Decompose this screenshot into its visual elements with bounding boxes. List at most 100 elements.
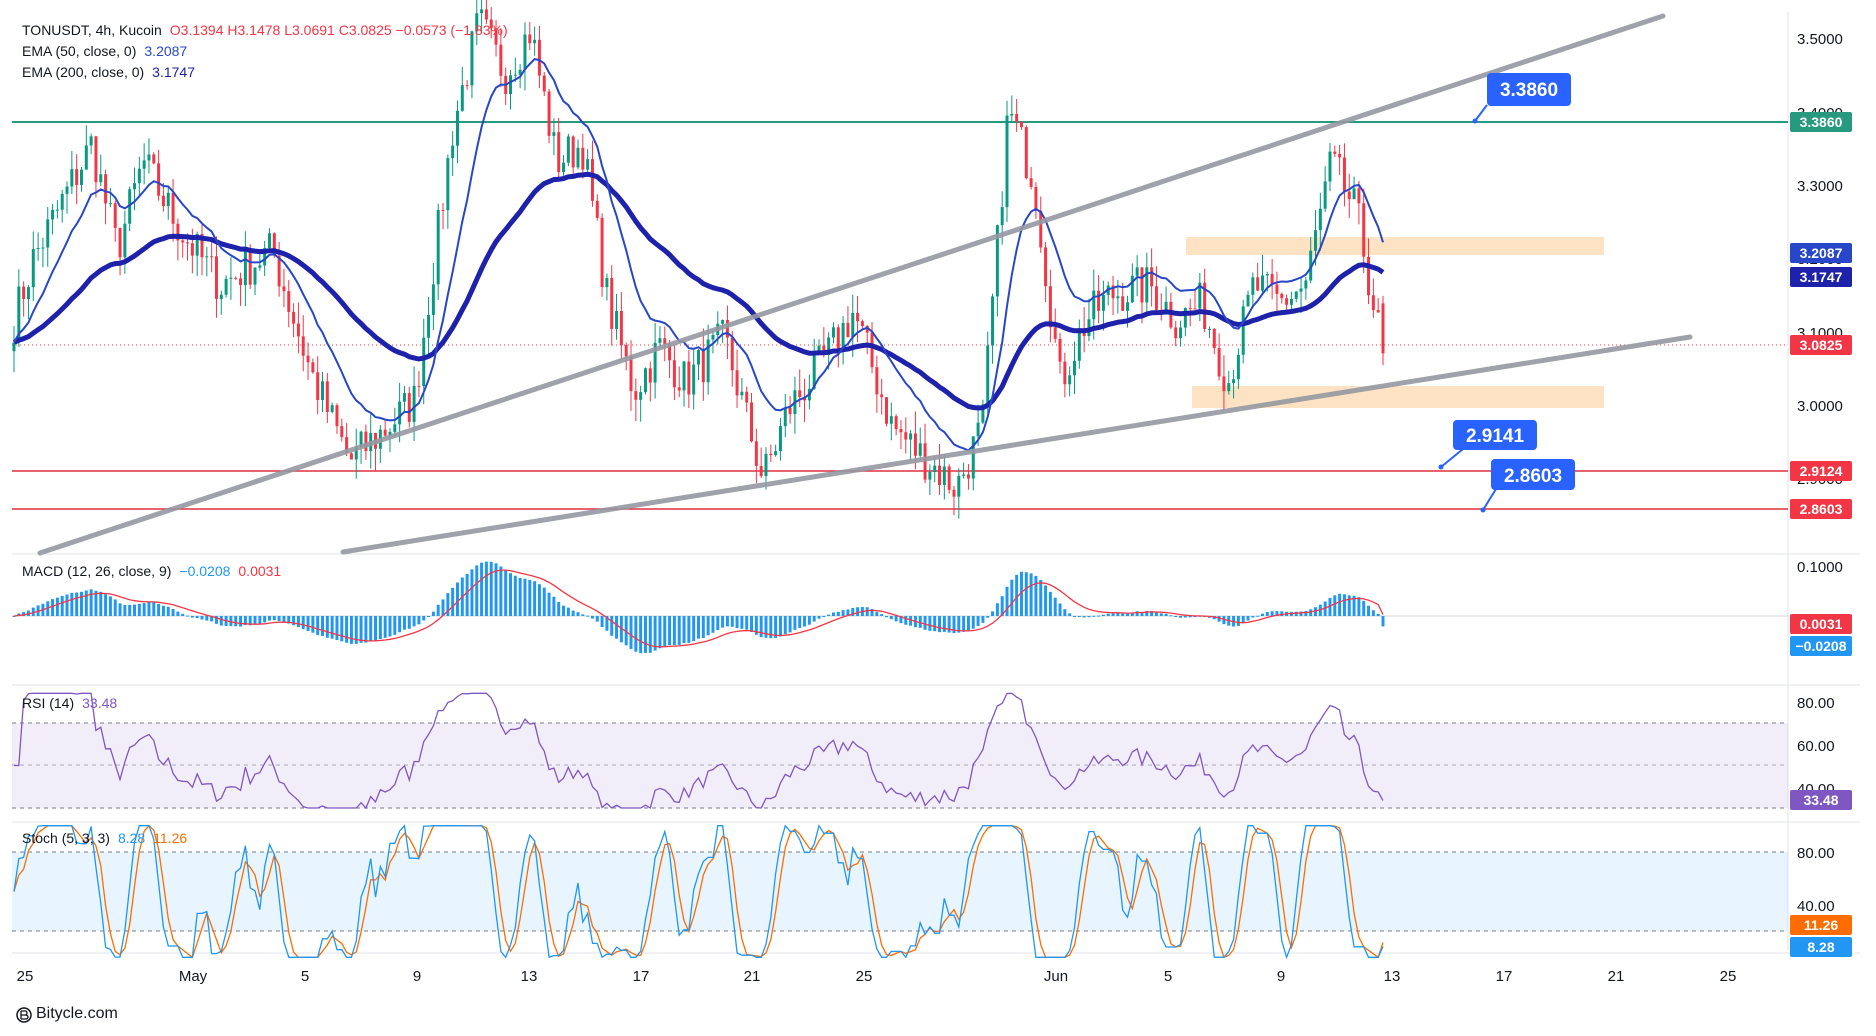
date-tick: 25 xyxy=(856,968,873,985)
macd-bar xyxy=(909,616,913,626)
macd-bar xyxy=(398,616,402,633)
symbol-label[interactable]: TONUSDT, 4h, Kucoin O3.1394 H3.1478 L3.06… xyxy=(22,22,508,38)
ema200-legend[interactable]: EMA (200, close, 0) 3.1747 xyxy=(22,64,195,80)
candle-body xyxy=(725,319,729,338)
macd-bar xyxy=(190,616,194,618)
channel-lower-trendline[interactable] xyxy=(340,334,1693,555)
candle-body xyxy=(1294,291,1298,299)
candle-body xyxy=(1048,286,1052,328)
channel-upper-trendline[interactable] xyxy=(37,13,1666,556)
candle-body xyxy=(605,277,609,288)
candle-body xyxy=(412,385,416,422)
macd-bar xyxy=(1164,613,1168,616)
macd-legend[interactable]: MACD (12, 26, close, 9) −0.0208 0.0031 xyxy=(22,563,281,579)
candle-body xyxy=(571,136,575,168)
candle-body xyxy=(190,243,194,256)
macd-bar xyxy=(99,591,103,616)
macd-bar xyxy=(214,616,218,624)
candle-body xyxy=(778,426,782,452)
macd-bar xyxy=(1357,597,1361,616)
macd-bar xyxy=(509,573,512,616)
candle-body xyxy=(113,203,117,228)
stoch-legend[interactable]: Stoch (5, 3, 3) 8.28 11.26 xyxy=(22,830,187,846)
macd-bar xyxy=(836,611,840,616)
macd-bar xyxy=(340,616,344,642)
macd-bar xyxy=(1092,615,1096,617)
macd-bar xyxy=(1034,575,1038,616)
candle-body xyxy=(581,147,585,170)
macd-bar xyxy=(248,616,252,626)
candle-body xyxy=(537,39,541,76)
macd-bar xyxy=(296,616,300,627)
candle-body xyxy=(942,466,946,485)
macd-bar xyxy=(451,587,455,616)
macd-bar xyxy=(1005,586,1009,616)
candle-body xyxy=(470,31,474,86)
macd-bar xyxy=(407,616,411,629)
macd-bar xyxy=(335,616,339,640)
candle-body xyxy=(1289,298,1293,305)
candle-body xyxy=(1232,379,1236,384)
candle-body xyxy=(889,416,893,424)
macd-bar xyxy=(70,592,74,616)
callout-resistance[interactable]: 3.3860 xyxy=(1472,73,1572,124)
candle-body xyxy=(210,256,214,258)
candle-body xyxy=(913,433,917,456)
macd-bar xyxy=(677,616,681,645)
macd-bar xyxy=(533,581,537,616)
macd-bar xyxy=(176,611,180,616)
candle-body xyxy=(557,132,561,173)
candle-body xyxy=(658,338,662,343)
macd-bar xyxy=(1010,579,1014,616)
macd-bar xyxy=(615,616,619,639)
candle-body xyxy=(860,321,864,326)
date-tick: Jun xyxy=(1044,968,1068,985)
ema50-legend[interactable]: EMA (50, close, 0) 3.2087 xyxy=(22,43,187,59)
macd-bar xyxy=(84,590,88,616)
candle-body xyxy=(1140,267,1144,303)
candle-body xyxy=(1039,210,1043,248)
macd-bar xyxy=(523,578,527,616)
macd-bar xyxy=(962,616,966,632)
callout-support-2[interactable]: 2.8603 xyxy=(1480,459,1576,513)
macd-bar xyxy=(1309,609,1313,616)
candle-body xyxy=(995,225,999,297)
candle-body xyxy=(1261,275,1264,291)
macd-bar xyxy=(1256,615,1260,617)
candle-body xyxy=(1314,230,1318,251)
candle-body xyxy=(976,422,980,437)
macd-bar xyxy=(1029,573,1033,616)
macd-bar xyxy=(682,616,686,644)
macd-bar xyxy=(1159,613,1163,616)
macd-bar xyxy=(513,575,517,616)
candle-body xyxy=(769,453,773,456)
macd-bar xyxy=(1000,596,1004,616)
candle-body xyxy=(1024,127,1028,179)
candle-body xyxy=(388,431,392,436)
callout-resistance-label: 3.3860 xyxy=(1500,80,1558,101)
rsi-tick: 80.00 xyxy=(1797,695,1835,712)
macd-bar xyxy=(484,561,488,616)
callout-support-1[interactable]: 2.9141 xyxy=(1438,420,1538,470)
candle-body xyxy=(306,355,310,363)
svg-text:8.28: 8.28 xyxy=(1807,939,1834,955)
rsi-legend[interactable]: RSI (14) 33.48 xyxy=(22,695,117,711)
macd-bar xyxy=(1323,601,1327,616)
candle-body xyxy=(966,474,970,479)
candle-body xyxy=(595,200,599,218)
candle-body xyxy=(653,342,657,383)
macd-bar xyxy=(653,616,657,651)
macd-bar xyxy=(1174,616,1178,617)
candle-body xyxy=(991,296,995,346)
candle-body xyxy=(446,158,450,211)
candle-body xyxy=(36,248,40,250)
macd-bar xyxy=(166,606,170,616)
candle-body xyxy=(55,209,59,211)
candle-body xyxy=(1019,121,1023,128)
candle-body xyxy=(441,209,445,211)
macd-bar xyxy=(899,616,903,624)
macd-bar xyxy=(711,616,715,633)
candle-body xyxy=(788,407,792,415)
candle-body xyxy=(721,319,725,324)
